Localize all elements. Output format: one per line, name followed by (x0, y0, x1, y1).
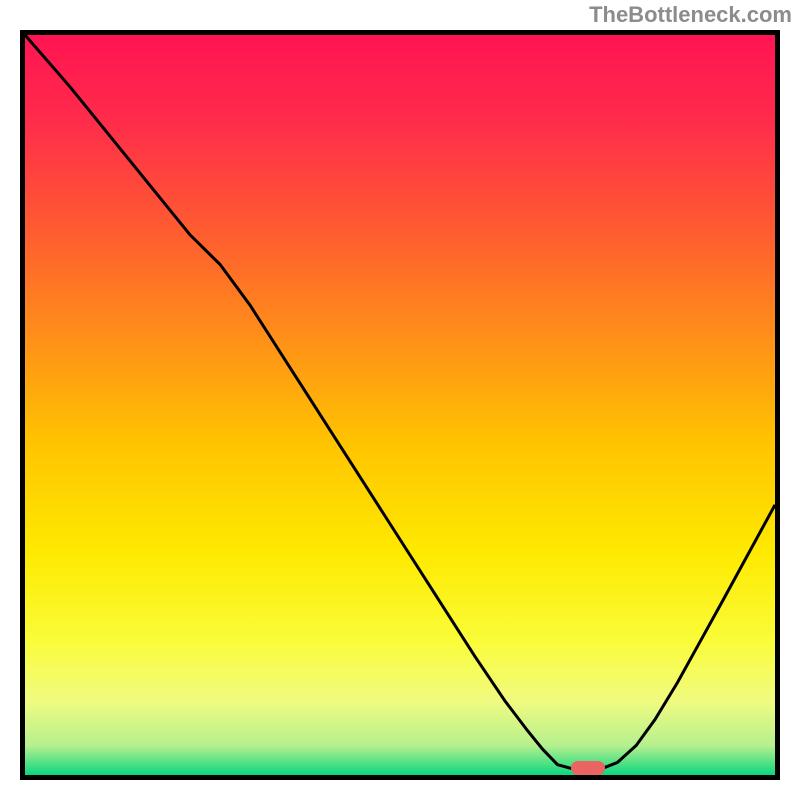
chart-curve-layer (25, 35, 775, 775)
optimal-point-marker (571, 761, 605, 775)
bottleneck-curve (25, 35, 775, 770)
watermark-text: TheBottleneck.com (589, 2, 792, 28)
chart-plot-area (20, 30, 780, 780)
